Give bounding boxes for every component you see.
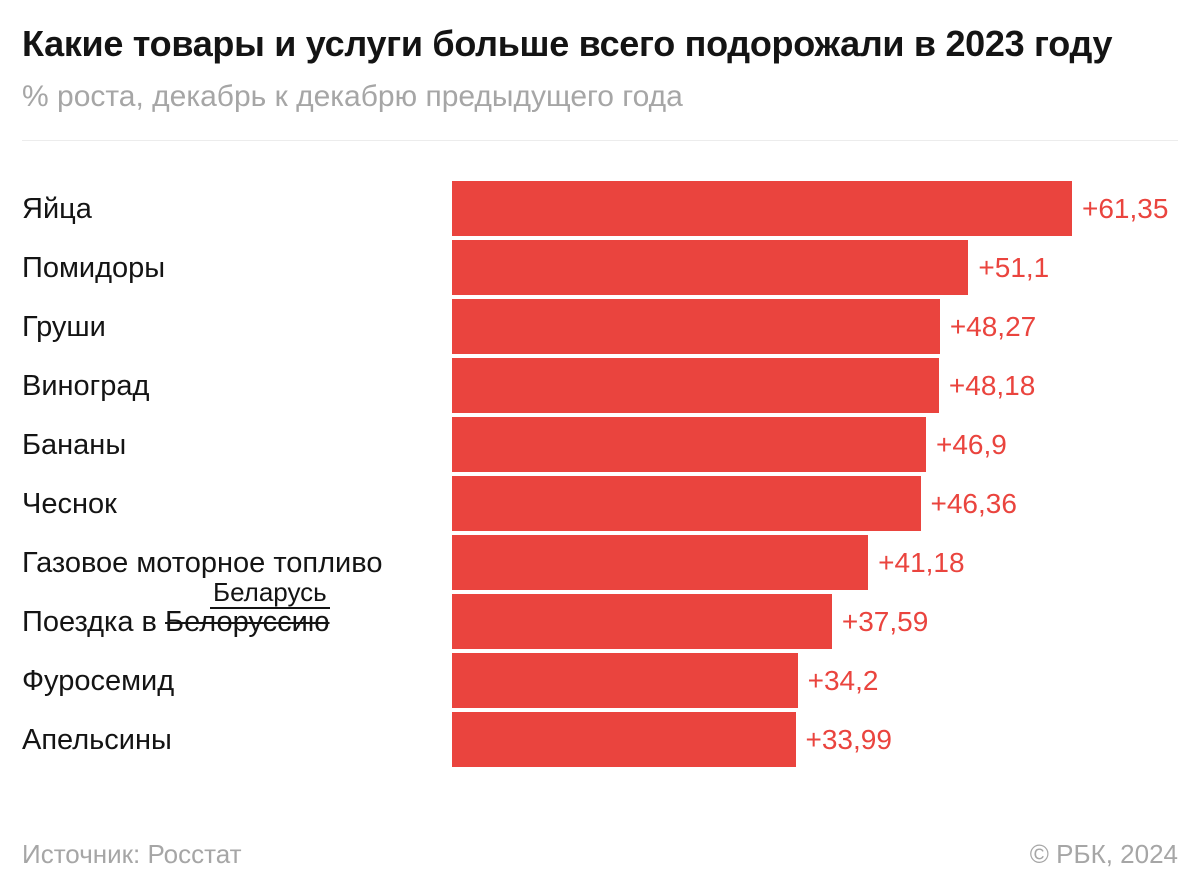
value-label: +46,36 <box>930 487 1017 519</box>
category-label-corrected: Беларусь Поездка в Белоруссию <box>22 578 452 638</box>
bar <box>452 653 798 709</box>
bar-track: +46,36 <box>452 476 1178 532</box>
page-title: Какие товары и услуги больше всего подор… <box>22 23 1113 64</box>
bar-track: +48,27 <box>452 299 1178 355</box>
chart-header: Какие товары и услуги больше всего подор… <box>22 23 1178 114</box>
source-note: Источник: Росстат <box>22 839 242 870</box>
value-label: +34,2 <box>807 664 879 696</box>
bar-chart: Яйца +61,35 Помидоры +51,1 Груши +48,27 … <box>22 181 1178 768</box>
bar <box>452 299 940 355</box>
bar-row: Виноград +48,18 <box>22 358 1178 414</box>
category-label: Апельсины <box>22 723 172 756</box>
copyright: © РБК, 2024 <box>1029 839 1178 870</box>
bar <box>452 594 832 650</box>
value-label: +51,1 <box>978 251 1050 283</box>
category-label: Газовое моторное топливо <box>22 546 383 579</box>
bar <box>452 417 926 473</box>
bar <box>452 240 969 296</box>
category-label: Помидоры <box>22 251 166 284</box>
value-label: +48,27 <box>949 310 1037 342</box>
chart-footer: Источник: Росстат © РБК, 2024 <box>22 839 1178 870</box>
category-label: Фуросемид <box>22 664 175 697</box>
value-label: +48,18 <box>948 369 1036 401</box>
category-label: Груши <box>22 310 106 343</box>
category-label: Чеснок <box>22 487 117 520</box>
category-label: Яйца <box>22 192 92 225</box>
value-label: +33,99 <box>805 723 892 755</box>
bar-track: +48,18 <box>452 358 1178 414</box>
bar-track: +46,9 <box>452 417 1178 473</box>
bar-row: Апельсины +33,99 <box>22 712 1178 768</box>
bar-row: Чеснок +46,36 <box>22 476 1178 532</box>
bar-track: +41,18 <box>452 535 1178 591</box>
bar-row: Беларусь Поездка в Белоруссию +37,59 <box>22 578 1178 650</box>
bar-row: Бананы +46,9 <box>22 417 1178 473</box>
value-label: +41,18 <box>878 546 965 578</box>
correction-annotation: Беларусь <box>210 578 330 609</box>
bar <box>452 535 869 591</box>
bar <box>452 358 939 414</box>
bar-row: Груши +48,27 <box>22 299 1178 355</box>
bar-row: Фуросемид +34,2 <box>22 653 1178 709</box>
bar-track: +34,2 <box>452 653 1178 709</box>
category-label: Бананы <box>22 428 127 461</box>
bar <box>452 181 1072 237</box>
category-label: Виноград <box>22 369 150 402</box>
bar-track: +51,1 <box>452 240 1178 296</box>
bar <box>452 476 921 532</box>
header-divider <box>22 140 1178 142</box>
bar-row: Яйца +61,35 <box>22 181 1178 237</box>
value-label: +37,59 <box>841 605 929 637</box>
bar-track: +37,59 <box>452 594 1178 650</box>
value-label: +61,35 <box>1082 192 1169 224</box>
bar-track: +61,35 <box>452 181 1178 237</box>
value-label: +46,9 <box>935 428 1007 460</box>
label-struck-word: Белоруссию <box>165 605 330 638</box>
chart-subtitle: % роста, декабрь к декабрю предыдущего г… <box>22 80 683 114</box>
bar-row: Газовое моторное топливо +41,18 <box>22 535 1178 591</box>
bar-track: +33,99 <box>452 712 1178 768</box>
bar <box>452 712 796 768</box>
label-prefix: Поездка в <box>22 605 166 638</box>
bar-row: Помидоры +51,1 <box>22 240 1178 296</box>
